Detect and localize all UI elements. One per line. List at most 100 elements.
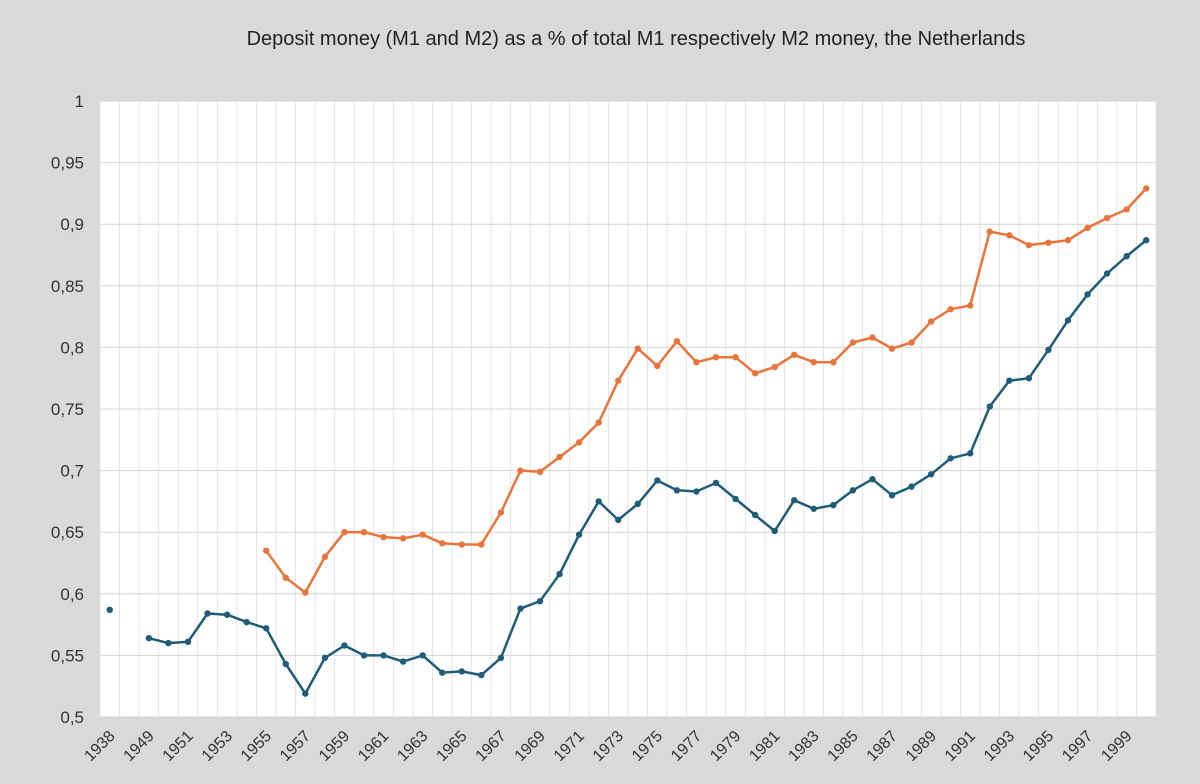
data-point — [654, 362, 661, 370]
x-tick-label: 1969 — [512, 728, 549, 765]
data-point — [223, 611, 231, 618]
x-tick-label: 1993 — [981, 728, 1018, 765]
data-point — [517, 605, 524, 612]
data-point — [302, 690, 309, 697]
data-point — [888, 492, 896, 499]
data-point — [321, 654, 329, 662]
data-point — [478, 541, 485, 548]
data-point — [869, 334, 876, 341]
data-point — [497, 654, 505, 662]
x-tick-label: 1961 — [355, 728, 392, 765]
y-tick-label: 0,75 — [51, 400, 84, 419]
series-line-m1 — [148, 239, 1147, 695]
series-group — [106, 185, 1150, 697]
y-tick-label: 0,7 — [60, 462, 84, 481]
data-point — [1006, 377, 1013, 384]
data-point — [439, 540, 446, 547]
x-tick-label: 1953 — [199, 728, 236, 765]
x-tick-label: 1973 — [590, 728, 627, 765]
series-m1 — [106, 237, 1150, 697]
data-point — [732, 354, 739, 361]
x-tick-label: 1979 — [707, 728, 744, 765]
data-point — [1143, 237, 1150, 244]
x-tick-label: 1995 — [1020, 728, 1057, 765]
x-tick-label: 1985 — [825, 728, 862, 765]
data-point — [243, 618, 250, 626]
data-point — [380, 652, 387, 659]
y-tick-label: 0,55 — [51, 646, 84, 665]
x-tick-label: 1971 — [551, 728, 588, 765]
data-point — [849, 339, 857, 346]
data-point — [282, 660, 289, 668]
data-point — [517, 467, 524, 474]
data-point — [693, 358, 700, 366]
data-point — [1045, 239, 1052, 246]
data-point — [556, 453, 563, 461]
data-point — [165, 639, 172, 647]
data-point — [771, 527, 778, 535]
y-tick-label: 0,9 — [60, 215, 84, 234]
data-point — [693, 488, 700, 495]
data-point — [908, 339, 915, 346]
data-point — [1103, 270, 1111, 277]
data-point — [419, 652, 426, 659]
data-point — [1084, 224, 1091, 232]
data-point — [751, 511, 759, 519]
series-line-m2 — [265, 187, 1148, 594]
chart-title: Deposit money (M1 and M2) as a % of tota… — [246, 28, 1026, 50]
data-point — [458, 541, 465, 548]
y-tick-label: 0,65 — [51, 523, 84, 542]
data-point — [634, 500, 641, 508]
data-point — [791, 351, 798, 358]
data-point — [810, 505, 817, 512]
data-point — [791, 496, 798, 504]
data-point — [967, 302, 974, 309]
data-point — [869, 476, 876, 483]
data-point — [1025, 375, 1033, 382]
x-tick-label: 1938 — [81, 728, 118, 765]
x-axis: 1938 1949 1951 1953 1955 1957 1959 1961 1963 1965… — [81, 728, 1135, 765]
data-point — [634, 345, 641, 352]
data-point — [712, 479, 720, 487]
x-tick-label: 1991 — [942, 728, 979, 765]
data-point — [927, 318, 935, 325]
data-point — [145, 634, 153, 642]
gridlines — [99, 100, 1157, 718]
data-point — [399, 658, 407, 665]
data-point — [849, 487, 857, 494]
data-point — [810, 358, 817, 366]
data-point — [439, 669, 446, 676]
data-point — [302, 589, 309, 596]
data-point — [106, 606, 113, 614]
data-point — [263, 547, 270, 554]
data-point — [341, 529, 348, 536]
data-point — [478, 671, 485, 679]
data-point — [1123, 253, 1130, 260]
x-tick-label: 1955 — [238, 728, 275, 765]
x-tick-label: 1989 — [903, 728, 940, 765]
data-point — [888, 345, 896, 352]
data-point — [1025, 241, 1033, 249]
data-point — [419, 531, 426, 538]
data-point — [575, 439, 583, 446]
x-tick-label: 1981 — [746, 728, 783, 765]
y-tick-label: 0,5 — [60, 708, 84, 727]
data-point — [204, 610, 211, 617]
x-tick-label: 1997 — [1059, 728, 1096, 765]
x-tick-label: 1977 — [668, 728, 705, 765]
data-point — [360, 652, 368, 659]
y-tick-label: 0,8 — [60, 338, 84, 357]
data-point — [536, 468, 544, 476]
data-point — [673, 487, 681, 494]
x-tick-label: 1987 — [864, 728, 901, 765]
data-point — [1045, 346, 1052, 354]
data-point — [360, 529, 368, 536]
data-point — [1064, 317, 1072, 324]
data-point — [575, 531, 583, 538]
x-tick-label: 1967 — [473, 728, 510, 765]
data-point — [282, 574, 289, 581]
y-tick-label: 0,95 — [51, 154, 84, 173]
data-point — [712, 354, 720, 361]
